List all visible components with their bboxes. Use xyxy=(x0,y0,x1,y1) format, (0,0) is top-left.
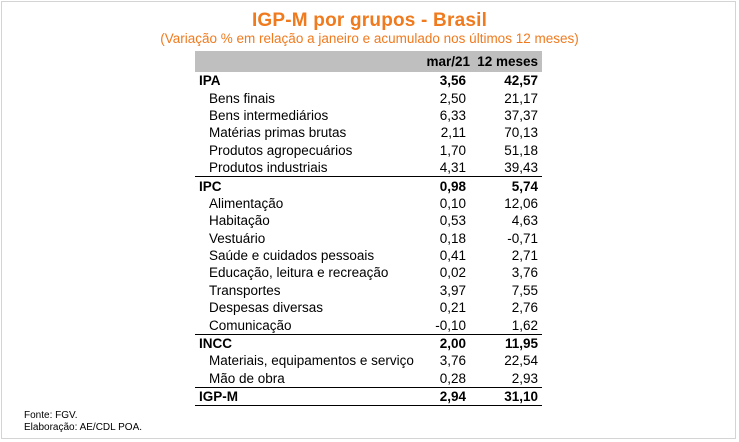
value-12-meses: 5,74 xyxy=(474,176,542,195)
table-header-row: mar/21 12 meses xyxy=(195,51,542,72)
table-row: Saúde e cuidados pessoais 0,41 2,71 xyxy=(195,247,542,264)
value-12-meses: 39,43 xyxy=(504,160,538,176)
value-12-meses: -0,71 xyxy=(507,230,538,246)
value-mar21: 0,98 xyxy=(416,176,474,195)
row-label: Produtos agropecuários xyxy=(209,142,353,158)
value-12-meses: 21,17 xyxy=(504,90,538,106)
value-mar21: 0,53 xyxy=(439,213,466,229)
value-mar21: 3,56 xyxy=(439,73,466,89)
table-row: Habitação 0,53 4,63 xyxy=(195,212,542,229)
elaboration-note: Elaboração: AE/CDL POA. xyxy=(24,421,143,433)
row-label: IPA xyxy=(199,73,221,89)
value-mar21: 0,02 xyxy=(439,265,466,281)
table-row: Educação, leitura e recreação 0,02 3,76 xyxy=(195,264,542,281)
value-mar21: 0,41 xyxy=(439,248,466,264)
table-row: Vestuário 0,18 -0,71 xyxy=(195,230,542,247)
value-mar21: 3,97 xyxy=(439,282,466,298)
header-label xyxy=(195,51,416,72)
header-mar21: mar/21 xyxy=(416,51,474,72)
value-mar21: 2,50 xyxy=(439,90,466,106)
value-12-meses: 4,63 xyxy=(511,213,538,229)
source-note: Fonte: FGV. xyxy=(24,410,78,421)
row-label: Transportes xyxy=(209,282,281,298)
value-mar21: 0,21 xyxy=(439,300,466,316)
value-mar21: 0,10 xyxy=(439,195,466,211)
value-12-meses: 1,62 xyxy=(511,317,538,333)
table-row: Transportes 3,97 7,55 xyxy=(195,282,542,299)
value-12-meses: 22,54 xyxy=(504,353,538,369)
value-12-meses: 7,55 xyxy=(511,282,538,298)
igpm-table: mar/21 12 meses IPA 3,56 42,57 Bens fina… xyxy=(195,51,542,407)
value-12-meses: 11,95 xyxy=(474,333,542,353)
table-row: Produtos industriais 4,31 39,43 xyxy=(195,159,542,177)
page-subtitle: (Variação % em relação a janeiro e acumu… xyxy=(160,31,579,46)
row-label: Alimentação xyxy=(209,195,284,211)
value-mar21: 3,76 xyxy=(439,353,466,369)
table-row-incc: INCC 2,00 11,95 xyxy=(195,333,542,353)
table-row: Bens intermediários 6,33 37,37 xyxy=(195,107,542,124)
row-label: Habitação xyxy=(209,213,270,229)
value-12-meses: 3,76 xyxy=(511,265,538,281)
value-mar21: 2,00 xyxy=(416,333,474,353)
row-label: Produtos industriais xyxy=(209,160,328,176)
row-label: Comunicação xyxy=(209,317,292,333)
value-12-meses: 12,06 xyxy=(504,195,538,211)
row-label: Vestuário xyxy=(209,230,266,246)
row-label: Despesas diversas xyxy=(209,300,324,316)
table-row: Mão de obra 0,28 2,93 xyxy=(195,370,542,388)
value-mar21: 2,94 xyxy=(416,387,474,407)
table-row: Comunicação -0,10 1,62 xyxy=(195,316,542,334)
table-row: Alimentação 0,10 12,06 xyxy=(195,195,542,212)
value-12-meses: 51,18 xyxy=(504,142,538,158)
table-row-ipa: IPA 3,56 42,57 xyxy=(195,72,542,89)
footnotes: Fonte: FGV. Elaboração: AE/CDL POA. xyxy=(24,410,142,433)
header-12-meses: 12 meses xyxy=(474,51,542,72)
value-mar21: 1,70 xyxy=(439,142,466,158)
value-12-meses: 37,37 xyxy=(504,107,538,123)
value-12-meses: 2,93 xyxy=(511,370,538,386)
table-row: Bens finais 2,50 21,17 xyxy=(195,89,542,106)
value-mar21: 0,18 xyxy=(439,230,466,246)
row-label: Matérias primas brutas xyxy=(209,125,347,141)
value-mar21: 6,33 xyxy=(439,107,466,123)
value-12-meses: 2,76 xyxy=(511,300,538,316)
table-row-ipc: IPC 0,98 5,74 xyxy=(195,176,542,195)
value-mar21: 2,11 xyxy=(440,125,466,141)
table-row: Despesas diversas 0,21 2,76 xyxy=(195,299,542,316)
value-12-meses: 2,71 xyxy=(511,248,538,264)
row-label: Mão de obra xyxy=(209,370,285,386)
row-label: IPC xyxy=(195,176,416,195)
row-label: INCC xyxy=(195,333,416,353)
row-label: Materiais, equipamentos e serviço xyxy=(209,353,414,369)
row-label: Bens intermediários xyxy=(209,107,329,123)
value-12-meses: 31,10 xyxy=(474,387,542,407)
row-label: Saúde e cuidados pessoais xyxy=(209,248,375,264)
value-mar21: 4,31 xyxy=(439,160,466,176)
row-label: IGP-M xyxy=(195,387,416,407)
value-12-meses: 70,13 xyxy=(504,125,538,141)
table-row: Produtos agropecuários 1,70 51,18 xyxy=(195,142,542,159)
value-12-meses: 42,57 xyxy=(504,73,538,89)
value-mar21: 0,28 xyxy=(439,370,466,386)
row-label: Educação, leitura e recreação xyxy=(209,265,389,281)
page-title: IGP-M por grupos - Brasil xyxy=(251,10,488,31)
table-row: Matérias primas brutas 2,11 70,13 xyxy=(195,124,542,141)
row-label: Bens finais xyxy=(209,90,276,106)
value-mar21: -0,10 xyxy=(435,317,466,333)
table-row-igpm-total: IGP-M 2,94 31,10 xyxy=(195,387,542,407)
table-row: Materiais, equipamentos e serviço 3,76 2… xyxy=(195,352,542,369)
